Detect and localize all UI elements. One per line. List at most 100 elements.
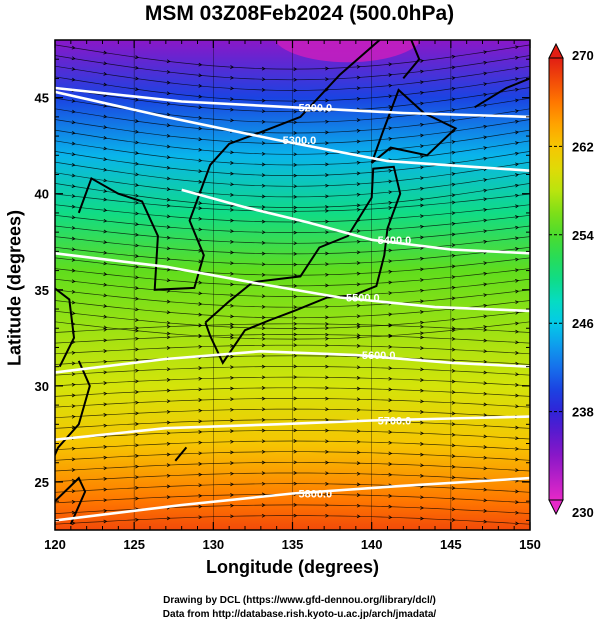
wind-arrow bbox=[515, 457, 520, 462]
colorbar-bar bbox=[548, 57, 564, 501]
streamline bbox=[55, 183, 530, 208]
wind-arrow bbox=[515, 257, 520, 262]
wind-arrow bbox=[103, 114, 108, 119]
wind-arrow bbox=[420, 463, 425, 468]
wind-arrow bbox=[135, 193, 140, 198]
wind-arrow bbox=[103, 125, 108, 129]
colorbar-tick-label: 246 bbox=[572, 316, 594, 331]
wind-arrow bbox=[103, 519, 108, 524]
wind-arrow bbox=[451, 65, 456, 70]
coastline bbox=[402, 40, 421, 80]
wind-arrow bbox=[103, 304, 108, 308]
wind-arrow bbox=[420, 101, 425, 106]
wind-arrow bbox=[103, 50, 108, 55]
wind-arrow bbox=[420, 474, 425, 478]
wind-arrow bbox=[166, 473, 171, 478]
wind-arrow bbox=[230, 514, 235, 519]
wind-arrow bbox=[388, 472, 393, 477]
wind-arrow bbox=[135, 222, 140, 226]
wind-arrow bbox=[451, 200, 456, 205]
wind-arrow bbox=[71, 258, 76, 262]
wind-arrow bbox=[388, 206, 393, 210]
wind-arrow bbox=[135, 454, 140, 458]
wind-arrow bbox=[166, 420, 171, 425]
wind-arrow bbox=[515, 329, 520, 334]
colorbar-tick-label: 270 bbox=[572, 48, 594, 63]
wind-arrow bbox=[166, 331, 171, 336]
streamline bbox=[55, 44, 530, 70]
wind-arrow bbox=[135, 87, 140, 91]
wind-arrow bbox=[388, 312, 393, 317]
wind-arrow bbox=[71, 204, 76, 209]
coastline bbox=[204, 165, 402, 365]
wind-arrow bbox=[103, 61, 108, 66]
wind-arrow bbox=[166, 495, 171, 499]
wind-arrow bbox=[103, 218, 108, 223]
wind-arrow bbox=[356, 282, 361, 287]
wind-arrow bbox=[325, 151, 330, 156]
wind-arrow bbox=[420, 452, 425, 457]
wind-arrow bbox=[451, 390, 456, 395]
wind-arrow bbox=[325, 322, 330, 326]
wind-arrow bbox=[103, 359, 108, 364]
wind-arrow bbox=[451, 475, 456, 480]
wind-arrow bbox=[325, 230, 330, 235]
wind-arrow bbox=[388, 83, 393, 88]
wind-arrow bbox=[356, 128, 361, 133]
wind-arrow bbox=[515, 225, 520, 230]
wind-arrow bbox=[230, 322, 235, 327]
wind-arrow bbox=[166, 112, 171, 117]
x-tick-label: 125 bbox=[123, 537, 145, 552]
wind-arrow bbox=[293, 77, 298, 82]
wind-arrow bbox=[71, 247, 76, 252]
wind-arrow bbox=[483, 391, 488, 396]
wind-arrow bbox=[356, 429, 361, 434]
wind-arrow bbox=[325, 407, 330, 412]
wind-arrow bbox=[103, 103, 108, 108]
wind-arrow bbox=[356, 192, 361, 197]
wind-arrow bbox=[261, 326, 266, 331]
wind-arrow bbox=[261, 66, 266, 71]
wind-arrow bbox=[515, 436, 520, 441]
wind-arrow bbox=[420, 399, 425, 404]
wind-arrow bbox=[483, 402, 488, 407]
wind-arrow bbox=[230, 314, 235, 319]
wind-arrow bbox=[515, 130, 520, 135]
wind-arrow bbox=[166, 516, 171, 521]
wind-arrow bbox=[261, 503, 266, 507]
wind-arrow bbox=[166, 235, 171, 240]
wind-arrow bbox=[451, 337, 456, 341]
wind-arrow bbox=[451, 422, 456, 426]
wind-arrow bbox=[325, 162, 330, 167]
wind-arrow bbox=[483, 103, 488, 108]
wind-arrow bbox=[515, 183, 520, 188]
coastline bbox=[55, 476, 87, 525]
wind-arrow bbox=[230, 193, 235, 197]
streamline bbox=[55, 161, 530, 187]
wind-arrow bbox=[103, 282, 108, 287]
wind-arrow bbox=[103, 413, 108, 417]
wind-arrow bbox=[230, 365, 235, 370]
wind-arrow bbox=[483, 218, 488, 223]
height-contour bbox=[181, 188, 530, 255]
wind-arrow bbox=[103, 157, 108, 161]
wind-arrow bbox=[71, 425, 76, 430]
wind-arrow bbox=[103, 508, 108, 513]
wind-arrow bbox=[71, 268, 76, 273]
wind-arrow bbox=[103, 197, 108, 202]
wind-arrow bbox=[293, 460, 298, 465]
wind-arrow bbox=[71, 152, 76, 156]
wind-arrow bbox=[356, 207, 361, 212]
wind-arrow bbox=[261, 141, 266, 146]
wind-arrow bbox=[483, 314, 488, 319]
wind-arrow bbox=[515, 300, 520, 305]
wind-arrow bbox=[515, 404, 520, 409]
wind-arrow bbox=[71, 404, 76, 408]
wind-arrow bbox=[135, 119, 140, 123]
wind-arrow bbox=[198, 158, 203, 163]
wind-arrow bbox=[135, 161, 140, 166]
coastline bbox=[77, 40, 381, 291]
wind-arrow bbox=[166, 176, 171, 181]
wind-arrow bbox=[103, 135, 108, 140]
streamline bbox=[55, 440, 530, 451]
